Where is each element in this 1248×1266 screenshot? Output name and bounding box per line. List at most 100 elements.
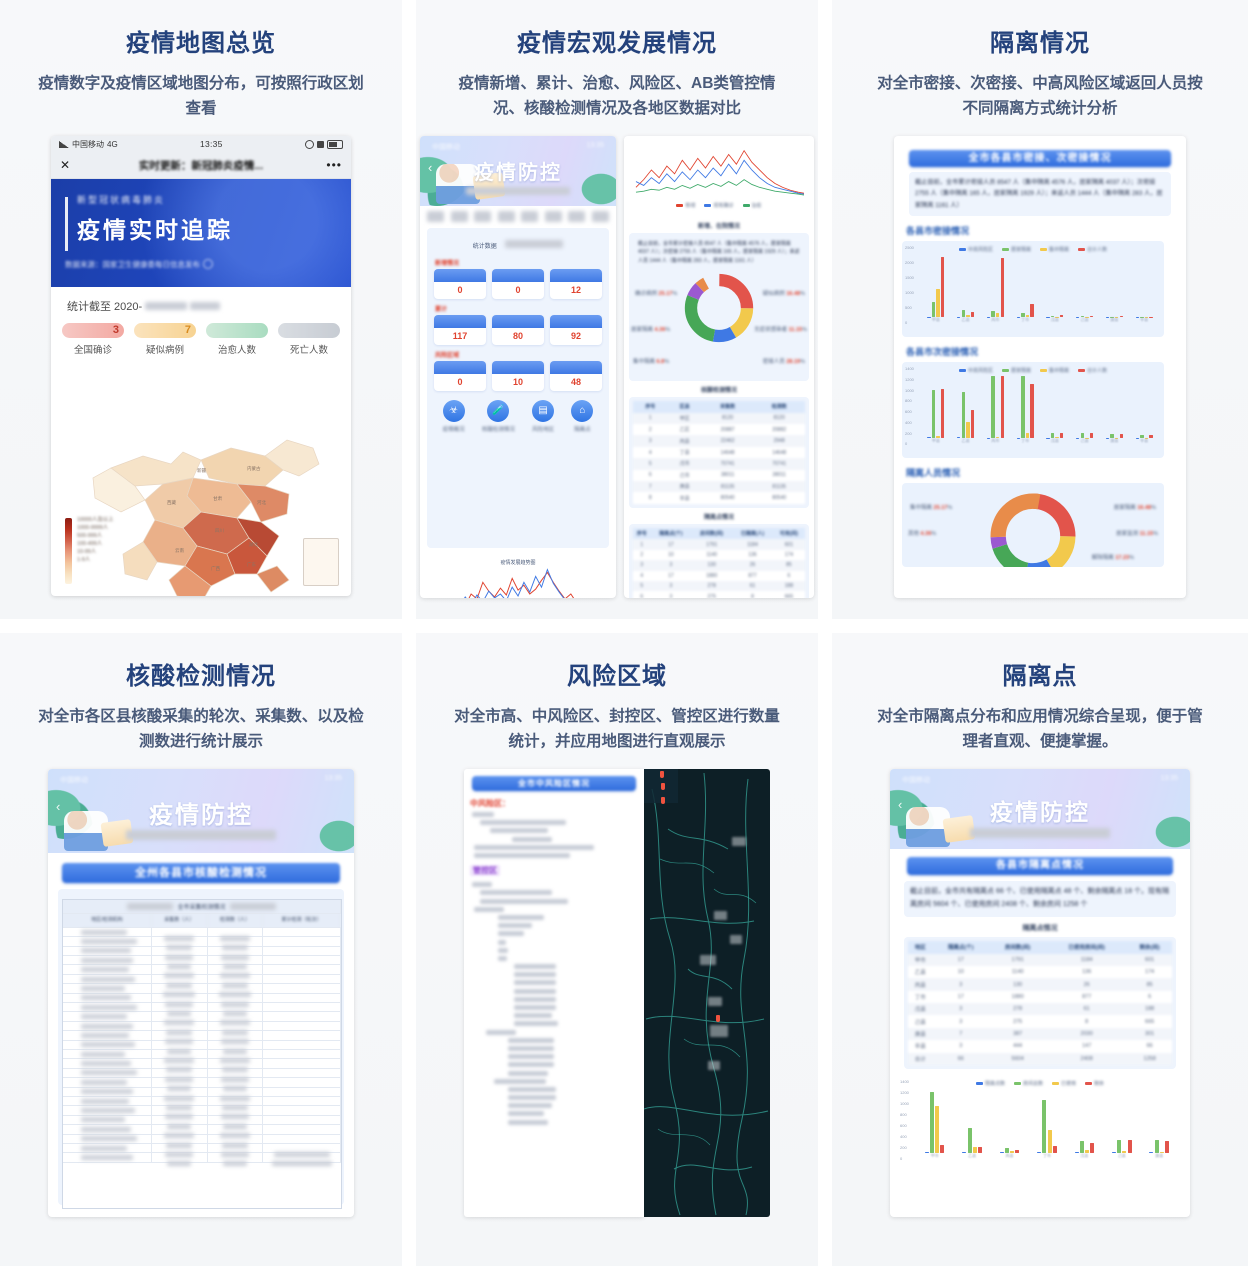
close-icon[interactable]: ✕ (60, 158, 71, 173)
table-row: 乙县 10 1140 136 174 (908, 965, 1172, 979)
legend-item: 1000-9999人 (77, 524, 109, 531)
risk-area-icon: ▤ (532, 399, 555, 422)
china-choropleth-map[interactable]: 新疆 内蒙古 西藏 甘肃 河北 四川 湖北 云南 广西 广东 10000人及以上 1000… (51, 360, 351, 596)
stats-panel: 统计数据 新增情况 0 0 12 累计 117 80 92 (427, 227, 609, 548)
donut-chart[interactable] (682, 271, 756, 345)
shortcut-testing[interactable]: 🧪 核酸检测情况 (482, 399, 515, 433)
line-chart-svg (635, 149, 805, 196)
stat-box[interactable]: 0 (434, 268, 486, 299)
testing-icon: 🧪 (487, 399, 510, 422)
donut-label: 密接人员 28.19% (762, 358, 805, 365)
banner-subtitle (48, 827, 354, 845)
shortcut-risk-area[interactable]: ▤ 风险地区 (532, 399, 555, 433)
card-title: 疫情宏观发展情况 (517, 30, 717, 57)
legend-item: 中高风险区 (958, 367, 993, 374)
data-table[interactable]: 地区 隔离点(个) 房间数(间) 已使用房间(间) 剩余(间) 甲市 17 1791 11… (908, 940, 1172, 1065)
table-row (63, 1050, 341, 1063)
back-icon[interactable]: ‹ (56, 798, 61, 814)
stat-box[interactable]: 0 (434, 360, 486, 391)
page-title: 实时更新：新冠肺炎疫情... (138, 159, 264, 172)
bar-group (1135, 376, 1153, 439)
stat-value-pill (206, 322, 268, 338)
stat-label: 疑似病例 (145, 344, 184, 356)
secondary-contact-bar-chart[interactable]: 中高风险区 居家隔离 集中隔离 合计人数 1400 1200 1000 800 600 4… (902, 362, 1164, 459)
back-icon[interactable]: ‹ (898, 796, 903, 812)
banner-title: 疫情防控 (149, 801, 253, 829)
table-title: 隔离点情况 (1022, 924, 1058, 932)
more-icon[interactable]: ••• (326, 158, 342, 173)
table-row (63, 1068, 341, 1082)
bar-group (962, 1089, 982, 1153)
top-line-chart[interactable]: 新增 现有确诊 治愈 (624, 135, 814, 218)
table-row: 甲市 17 1791 1184 601 (908, 953, 1172, 966)
redacted-time (190, 301, 221, 310)
summary-text: 截止目前，全市累计密接人员 8547 人（集中隔离 4576 人，居家隔离 40… (915, 178, 1163, 209)
table-row: 4 17 1880 877 6 (633, 570, 805, 581)
stat-box[interactable]: 10 (492, 360, 544, 391)
table-row: 5 戊市 70741 70741 (633, 458, 805, 470)
tab-strip[interactable] (420, 206, 616, 222)
isolation-point-bar-chart[interactable]: 隔离点数 房间总数 已使用 剩余 1400 1200 1000 800 600 400 20… (897, 1074, 1183, 1173)
page-banner: 中国移动 13:35 ‹ 疫情防控 (420, 135, 616, 206)
table-row (63, 1153, 341, 1167)
map-marker-icon[interactable] (660, 770, 664, 778)
stat-label: 死亡人数 (289, 344, 328, 356)
map-marker-icon[interactable] (661, 782, 665, 790)
stat-box[interactable]: 117 (434, 314, 486, 345)
bar-group (927, 376, 945, 439)
stat-box[interactable]: 92 (550, 314, 602, 345)
stat-box[interactable]: 12 (550, 268, 602, 299)
phone-status-bar: 中国移动 4G 13:35 (51, 135, 351, 153)
table-row (63, 1012, 341, 1026)
carrier-label: 中国移动 (72, 139, 104, 149)
trend-line-chart[interactable]: 疫情发展趋势图 新增 现有确诊 治愈 (427, 553, 609, 598)
close-contact-bar-chart[interactable]: 中高风险区 居家隔离 集中隔离 合计人数 2500 2000 1500 1000 500… (902, 241, 1164, 338)
stat-box-group: 0 10 48 (434, 360, 602, 391)
chart-legend: 新增 现有确诊 治愈 (629, 202, 809, 209)
risk-area-map[interactable] (644, 768, 770, 1217)
stat-box[interactable]: 80 (492, 314, 544, 345)
legend-item: 500-999人 (77, 532, 103, 539)
stat-asof-line: 统计截至 2020- (51, 287, 351, 314)
risk-list-1[interactable] (464, 812, 644, 859)
map-marker-icon[interactable] (661, 796, 665, 804)
stat-value-pill: 7 (134, 322, 196, 338)
isolation-point-report: 中国移动 13:35 ‹ 疫情防控 各县市隔离点情况 截止目前，全市共有隔离点 … (890, 768, 1190, 1217)
legend-item: 房间总数 (1013, 1080, 1043, 1087)
table-row: 4 丁县 14648 14648 (633, 446, 805, 459)
chart-legend: 中高风险区 居家隔离 集中隔离 合计人数 (907, 246, 1159, 253)
shortcut-isolation-point[interactable]: ⌂ 隔离点 (571, 399, 594, 433)
stat-cards: 3 全国确诊 7 疑似病例 治愈人数 死亡人数 (51, 314, 351, 356)
stat-value-pill (278, 322, 340, 338)
legend-item: 集中隔离 (1040, 367, 1069, 374)
card-subtitle: 对全市密接、次密接、中高风险区域返回人员按不同隔离方式统计分析 (877, 74, 1203, 118)
back-icon[interactable]: ‹ (428, 159, 433, 175)
phone-frame: 中国移动 4G 13:35 ✕ 实时更新：新冠肺炎疫情... ••• (51, 135, 351, 596)
donut-label: 居家监测 11.15% (1116, 531, 1158, 538)
map-svg (644, 772, 769, 1216)
stat-box[interactable]: 0 (492, 268, 544, 299)
table-row (63, 965, 341, 979)
section-header-bar: 全市中风险区情况 (472, 775, 636, 791)
table-row (63, 1040, 341, 1054)
bar-group (1112, 1089, 1132, 1153)
table-row: 6 己市 38011 38011 (633, 469, 805, 481)
data-sheet[interactable]: 全市采集检测情况 地区/检测机构 采集数（人） 检测数（人） 累计检测（轮次） (62, 898, 342, 1209)
legend-item: 10-99人 (77, 548, 97, 555)
clock-label: 13:35 (199, 139, 223, 150)
table-row (63, 927, 341, 941)
map-marker-icon[interactable] (716, 1014, 720, 1022)
stat-box[interactable]: 48 (550, 360, 602, 391)
shortcut-virus[interactable]: ☣ 疫情概况 (442, 399, 465, 433)
isolation-donut-chart[interactable]: 集中隔离 25.17% 居家隔离 16.48% 居家监测 11.15% 其他 4… (902, 483, 1164, 568)
data-table[interactable]: 序号 隔离点(个) 房间数(间) 已隔离(人) 可用(间) 1 17 1791 1184 6… (633, 527, 805, 598)
isolation-report: 全市各县市密接、次密接情况 截止目前，全市累计密接人员 8547 人（集中隔离 … (894, 135, 1186, 598)
risk-list-2[interactable] (464, 882, 644, 1125)
bar-group (957, 255, 975, 318)
bar-group (1016, 255, 1034, 318)
hero-headline: 疫情实时追踪 (77, 216, 233, 243)
section-header-bar: 各县市隔离点情况 (907, 856, 1173, 875)
dashboard-screenshot: 全市中风险区情况 中风险区： 管控区 (464, 768, 770, 1217)
